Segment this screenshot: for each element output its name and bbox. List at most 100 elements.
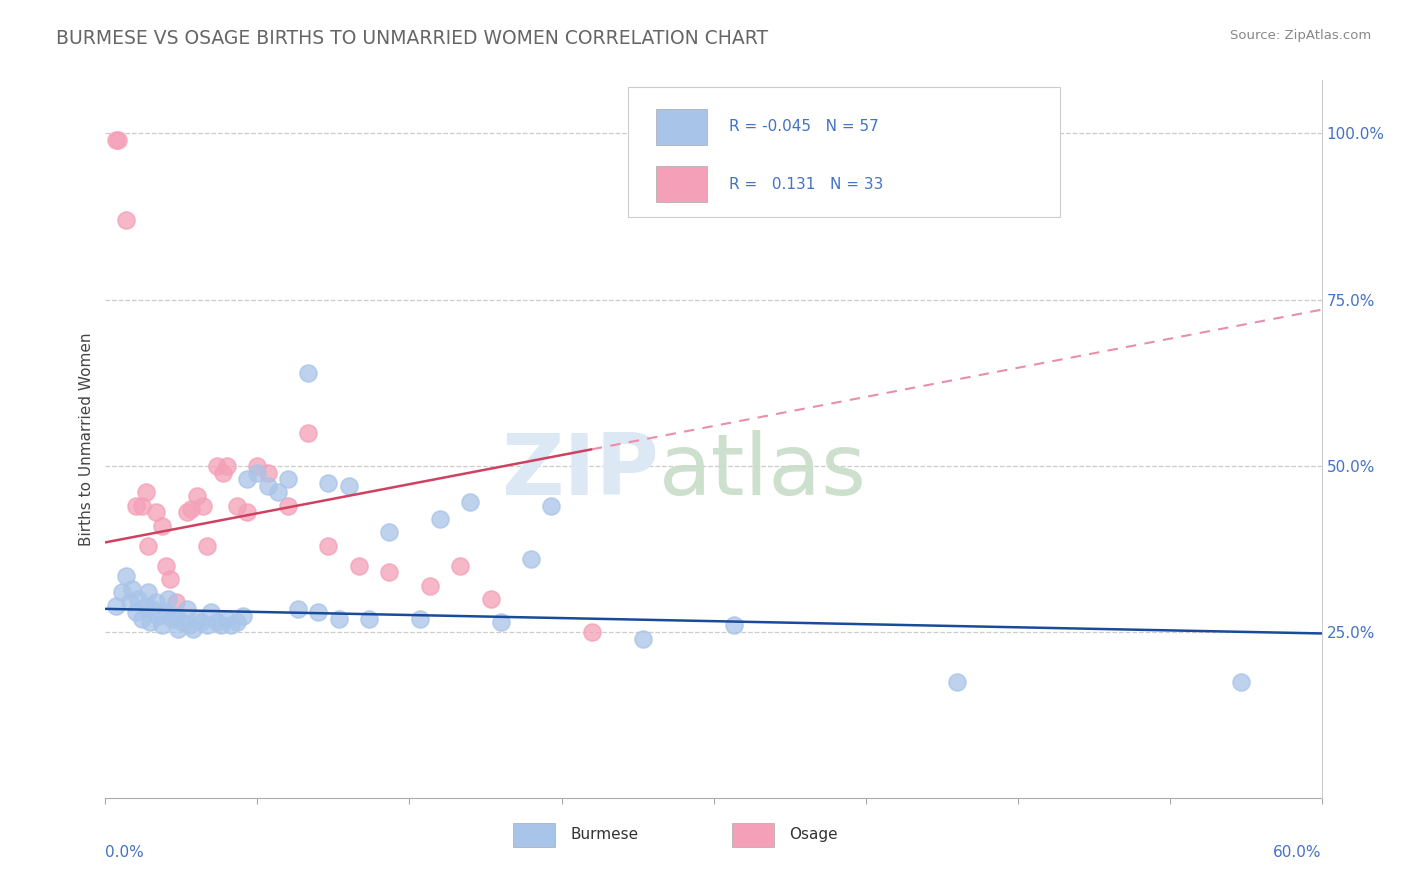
- Point: [631, 632, 654, 646]
- Point: [520, 552, 543, 566]
- Point: [479, 591, 502, 606]
- Point: [159, 572, 181, 586]
- Point: [155, 558, 177, 573]
- Point: [408, 612, 430, 626]
- FancyBboxPatch shape: [628, 87, 1060, 217]
- Point: [277, 499, 299, 513]
- Point: [287, 602, 309, 616]
- Point: [209, 618, 232, 632]
- Point: [378, 525, 401, 540]
- Point: [723, 618, 745, 632]
- Point: [1229, 675, 1251, 690]
- Point: [172, 615, 194, 629]
- Point: [236, 505, 259, 519]
- Point: [449, 558, 471, 573]
- Point: [205, 615, 228, 629]
- Point: [219, 618, 242, 632]
- Point: [125, 499, 148, 513]
- Point: [297, 366, 319, 380]
- Point: [246, 466, 269, 480]
- Point: [378, 566, 401, 580]
- Point: [489, 615, 512, 629]
- Point: [246, 458, 269, 473]
- Point: [136, 539, 159, 553]
- Point: [337, 479, 360, 493]
- Text: Source: ZipAtlas.com: Source: ZipAtlas.com: [1230, 29, 1371, 42]
- Point: [146, 608, 169, 623]
- FancyBboxPatch shape: [657, 109, 707, 145]
- Point: [429, 512, 451, 526]
- Point: [307, 605, 329, 619]
- Point: [256, 479, 278, 493]
- Point: [176, 505, 198, 519]
- Point: [145, 595, 167, 609]
- Text: BURMESE VS OSAGE BIRTHS TO UNMARRIED WOMEN CORRELATION CHART: BURMESE VS OSAGE BIRTHS TO UNMARRIED WOM…: [56, 29, 768, 47]
- Text: Burmese: Burmese: [569, 828, 638, 842]
- FancyBboxPatch shape: [513, 822, 555, 847]
- Point: [212, 466, 235, 480]
- Point: [297, 425, 319, 440]
- Point: [190, 615, 212, 629]
- Point: [328, 612, 350, 626]
- Point: [226, 615, 249, 629]
- Point: [150, 618, 173, 632]
- Point: [458, 495, 481, 509]
- FancyBboxPatch shape: [657, 167, 707, 202]
- Point: [186, 489, 208, 503]
- Point: [136, 585, 159, 599]
- Point: [131, 499, 153, 513]
- Point: [135, 485, 157, 500]
- Text: Osage: Osage: [789, 828, 838, 842]
- Text: R = -0.045   N = 57: R = -0.045 N = 57: [730, 120, 879, 135]
- Point: [191, 499, 214, 513]
- Point: [121, 582, 143, 596]
- Text: 60.0%: 60.0%: [1274, 845, 1322, 860]
- Point: [217, 612, 239, 626]
- Point: [945, 675, 967, 690]
- Point: [176, 602, 198, 616]
- Point: [165, 608, 187, 623]
- Point: [139, 615, 162, 629]
- Point: [256, 466, 278, 480]
- Point: [145, 505, 167, 519]
- Point: [347, 558, 370, 573]
- Point: [157, 591, 180, 606]
- Point: [200, 605, 222, 619]
- Point: [205, 458, 228, 473]
- Point: [135, 599, 157, 613]
- Point: [540, 499, 562, 513]
- Point: [141, 602, 163, 616]
- Point: [125, 605, 148, 619]
- Point: [581, 625, 603, 640]
- Point: [195, 539, 218, 553]
- Point: [104, 133, 127, 147]
- Point: [186, 612, 208, 626]
- Point: [180, 502, 202, 516]
- Point: [155, 605, 177, 619]
- Text: 0.0%: 0.0%: [105, 845, 145, 860]
- Point: [107, 133, 129, 147]
- Point: [165, 595, 187, 609]
- Point: [131, 612, 153, 626]
- Point: [114, 213, 136, 227]
- Point: [177, 618, 200, 632]
- Text: ZIP: ZIP: [501, 430, 659, 513]
- Point: [167, 622, 190, 636]
- Y-axis label: Births to Unmarried Women: Births to Unmarried Women: [79, 333, 94, 546]
- Point: [118, 595, 141, 609]
- FancyBboxPatch shape: [731, 822, 775, 847]
- Point: [114, 568, 136, 582]
- Text: R =   0.131   N = 33: R = 0.131 N = 33: [730, 177, 884, 192]
- Point: [111, 585, 134, 599]
- Point: [104, 599, 127, 613]
- Point: [232, 608, 254, 623]
- Point: [318, 475, 340, 490]
- Point: [127, 591, 149, 606]
- Point: [236, 472, 259, 486]
- Point: [195, 618, 218, 632]
- Point: [181, 622, 204, 636]
- Point: [277, 472, 299, 486]
- Point: [150, 518, 173, 533]
- Text: atlas: atlas: [659, 430, 868, 513]
- Point: [419, 578, 441, 592]
